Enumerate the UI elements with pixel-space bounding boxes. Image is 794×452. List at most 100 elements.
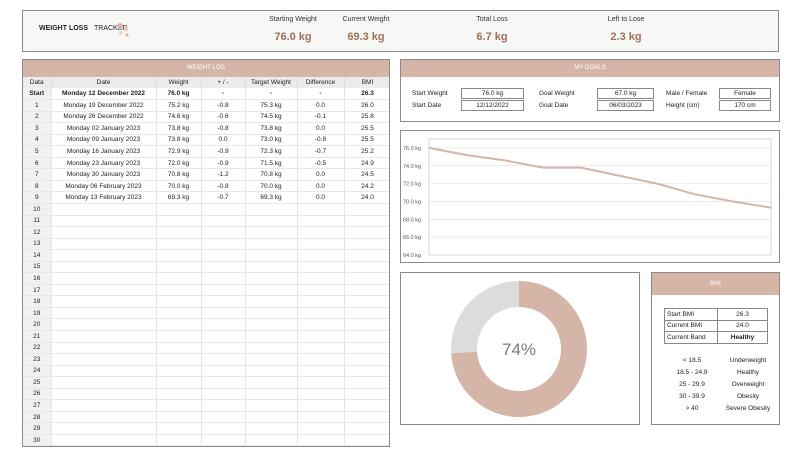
table-cell[interactable] [245,238,298,251]
table-cell[interactable]: 7 [23,168,52,181]
table-cell[interactable] [344,353,389,366]
table-cell[interactable] [297,295,345,308]
goal-weight-field[interactable]: 67.0 kg [597,88,654,99]
table-cell[interactable] [51,295,157,308]
table-cell[interactable] [201,238,246,251]
table-cell[interactable] [51,365,157,378]
table-cell[interactable]: 25.5 [344,122,389,135]
table-cell[interactable] [156,342,202,355]
table-cell[interactable] [201,272,246,285]
table-cell[interactable]: 72.0 kg [156,157,202,170]
table-cell[interactable] [344,203,389,216]
table-cell[interactable] [245,295,298,308]
table-cell[interactable]: 27 [23,399,52,412]
table-cell[interactable] [201,353,246,366]
table-cell[interactable] [245,284,298,297]
table-cell[interactable] [297,376,345,389]
table-cell[interactable]: 25 [23,376,52,389]
table-cell[interactable] [297,238,345,251]
table-cell[interactable] [297,422,345,435]
table-cell[interactable] [156,261,202,274]
table-cell[interactable] [201,399,246,412]
column-header[interactable]: Weight [156,77,202,88]
table-cell[interactable] [156,376,202,389]
table-cell[interactable]: 30 [23,434,52,446]
table-cell[interactable] [344,422,389,435]
table-cell[interactable] [245,376,298,389]
table-cell[interactable] [156,295,202,308]
table-cell[interactable]: 18 [23,295,52,308]
table-cell[interactable] [297,388,345,401]
table-cell[interactable] [51,307,157,320]
table-cell[interactable] [344,376,389,389]
table-cell[interactable] [201,434,246,446]
table-cell[interactable] [245,226,298,239]
table-cell[interactable]: -0.9 [201,145,246,158]
table-cell[interactable]: 25.5 [344,134,389,147]
table-cell[interactable]: 10 [23,203,52,216]
table-cell[interactable] [156,399,202,412]
table-cell[interactable]: 73.0 kg [245,134,298,147]
table-cell[interactable]: Monday 23 January 2023 [51,157,157,170]
table-cell[interactable] [201,249,246,262]
table-cell[interactable]: Monday 13 February 2023 [51,191,157,204]
table-cell[interactable] [245,342,298,355]
table-cell[interactable]: - [245,88,298,101]
table-cell[interactable] [51,434,157,446]
table-cell[interactable] [51,376,157,389]
table-cell[interactable]: 75.2 kg [156,99,202,112]
table-cell[interactable]: 25.8 [344,111,389,124]
table-cell[interactable]: 24.0 [344,191,389,204]
table-cell[interactable] [201,376,246,389]
table-cell[interactable]: -0.8 [297,134,345,147]
table-cell[interactable] [51,284,157,297]
table-cell[interactable]: 9 [23,191,52,204]
table-cell[interactable]: 29 [23,422,52,435]
table-cell[interactable] [245,411,298,424]
sex-field[interactable]: Female [719,88,771,99]
table-cell[interactable]: Monday 12 December 2022 [51,88,157,101]
table-cell[interactable] [344,226,389,239]
table-cell[interactable] [51,388,157,401]
table-cell[interactable] [51,353,157,366]
table-cell[interactable] [51,272,157,285]
table-cell[interactable]: -0.8 [201,180,246,193]
table-cell[interactable] [344,261,389,274]
table-cell[interactable] [344,284,389,297]
table-cell[interactable] [201,330,246,343]
table-cell[interactable] [156,422,202,435]
table-cell[interactable]: 24 [23,365,52,378]
table-cell[interactable]: 1 [23,99,52,112]
goal-date-field[interactable]: 06/03/2023 [597,100,654,111]
table-cell[interactable] [297,365,345,378]
table-cell[interactable]: 0.0 [297,168,345,181]
table-cell[interactable] [297,353,345,366]
column-header[interactable]: Target Weight [245,77,298,88]
table-cell[interactable]: 75.3 kg [245,99,298,112]
table-cell[interactable]: Monday 02 January 2023 [51,122,157,135]
table-cell[interactable]: 17 [23,284,52,297]
table-cell[interactable]: 72.9 kg [156,145,202,158]
table-cell[interactable] [344,295,389,308]
table-cell[interactable] [245,261,298,274]
table-cell[interactable]: 23 [23,353,52,366]
table-cell[interactable] [297,272,345,285]
table-cell[interactable]: -0.8 [201,99,246,112]
start-weight-field[interactable]: 76.0 kg [461,88,524,99]
table-cell[interactable] [245,318,298,331]
table-cell[interactable]: -0.7 [201,191,246,204]
table-cell[interactable]: 69.3 kg [245,191,298,204]
table-cell[interactable]: Monday 06 February 2023 [51,180,157,193]
table-cell[interactable]: 12 [23,226,52,239]
table-cell[interactable]: 0.0 [297,122,345,135]
table-cell[interactable] [297,215,345,228]
table-cell[interactable]: Monday 19 December 2022 [51,99,157,112]
table-cell[interactable] [344,215,389,228]
column-header[interactable]: Date [51,77,157,88]
table-cell[interactable] [201,342,246,355]
table-cell[interactable] [344,272,389,285]
table-cell[interactable] [156,272,202,285]
table-cell[interactable] [297,249,345,262]
table-cell[interactable] [156,434,202,446]
table-cell[interactable] [245,249,298,262]
